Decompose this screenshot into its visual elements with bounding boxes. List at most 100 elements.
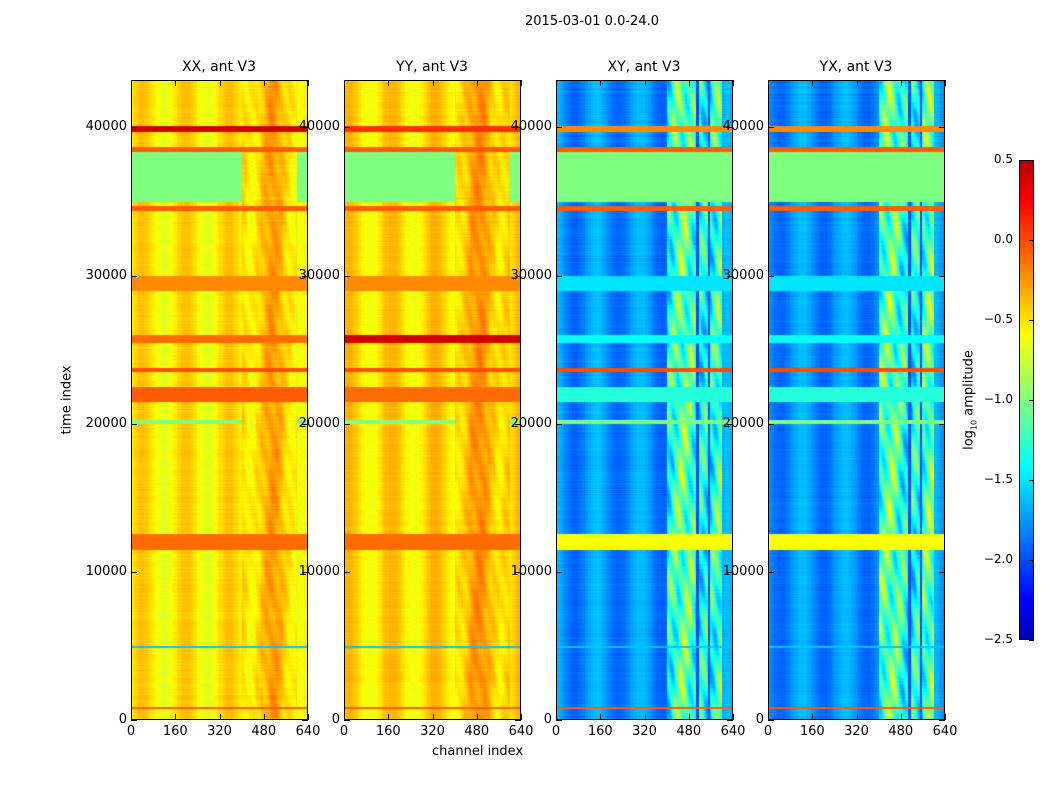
x-tick-mark [263, 80, 265, 86]
y-tick-mark [344, 275, 350, 277]
x-axis-label: channel index [432, 744, 524, 759]
x-tick-mark [476, 714, 478, 720]
y-tick-label: 30000 [722, 267, 764, 283]
y-tick-mark [556, 127, 562, 129]
panel-title: XX, ant V3 [182, 59, 256, 75]
colorbar-tick-mark [1029, 240, 1034, 241]
y-tick-label: 10000 [298, 563, 340, 579]
x-tick-label: 640 [508, 724, 534, 739]
x-tick-mark [688, 714, 690, 720]
heatmap-panel [768, 80, 945, 720]
y-tick-mark [768, 423, 774, 425]
x-tick-mark [556, 714, 557, 720]
y-tick-mark [344, 423, 350, 425]
x-tick-label: 320 [420, 724, 445, 739]
panel-title: XY, ant V3 [607, 59, 681, 75]
x-tick-mark [521, 714, 522, 720]
x-tick-mark [600, 80, 602, 86]
x-tick-mark [733, 80, 734, 86]
x-tick-label: 160 [799, 724, 825, 739]
y-tick-mark [727, 423, 733, 425]
x-tick-mark [733, 714, 734, 720]
y-tick-mark [727, 275, 733, 277]
x-tick-mark [688, 80, 690, 86]
y-tick-label: 20000 [722, 415, 764, 431]
y-tick-mark [768, 275, 774, 277]
x-tick-mark [856, 80, 858, 86]
x-tick-mark [432, 714, 434, 720]
y-tick-mark [768, 720, 774, 721]
y-tick-mark [344, 127, 350, 129]
x-tick-label: 160 [375, 724, 401, 739]
y-tick-label: 30000 [298, 267, 340, 283]
heatmap-image [556, 80, 733, 720]
y-tick-mark [768, 571, 774, 573]
colorbar-tick-mark [1029, 400, 1034, 401]
x-tick-mark [219, 80, 221, 86]
y-tick-mark [131, 423, 137, 425]
colorbar-tick-label: −2.0 [983, 552, 1013, 566]
colorbar-tick-mark [1029, 560, 1034, 561]
x-tick-mark [521, 80, 522, 86]
x-tick-mark [644, 80, 646, 86]
panel-title: YX, ant V3 [819, 59, 893, 75]
y-tick-mark [515, 720, 521, 721]
y-tick-mark [131, 571, 137, 573]
x-tick-mark [175, 714, 177, 720]
x-tick-mark [308, 80, 309, 86]
y-tick-label: 40000 [85, 119, 127, 135]
colorbar-tick-mark [1029, 480, 1034, 481]
heatmap-panel [556, 80, 733, 720]
x-tick-label: 0 [551, 724, 561, 739]
colorbar-tick-mark [1029, 160, 1034, 161]
x-tick-mark [945, 80, 946, 86]
x-tick-mark [263, 714, 265, 720]
x-tick-mark [900, 80, 902, 86]
x-tick-label: 480 [251, 724, 277, 739]
y-tick-mark [939, 423, 945, 425]
y-tick-mark [131, 127, 137, 129]
colorbar-tick-mark [1029, 320, 1034, 321]
y-tick-label: 40000 [298, 119, 340, 135]
heatmap-panel [344, 80, 521, 720]
suptitle: 2015-03-01 0.0-24.0 [525, 14, 659, 29]
x-tick-label: 160 [587, 724, 613, 739]
y-tick-label: 40000 [722, 119, 764, 135]
x-tick-mark [600, 714, 602, 720]
x-tick-mark [131, 80, 132, 86]
y-tick-mark [344, 571, 350, 573]
x-tick-label: 320 [632, 724, 657, 739]
y-tick-mark [131, 275, 137, 277]
y-tick-mark [302, 571, 308, 573]
x-tick-mark [812, 80, 814, 86]
heatmap-panel [131, 80, 308, 720]
x-tick-label: 480 [464, 724, 490, 739]
x-tick-mark [945, 714, 946, 720]
colorbar-tick-label: −1.0 [983, 392, 1013, 406]
y-tick-mark [768, 127, 774, 129]
heatmap-image [768, 80, 945, 720]
x-tick-label: 640 [720, 724, 746, 739]
x-tick-label: 320 [844, 724, 869, 739]
panel-title: YY, ant V3 [396, 59, 468, 75]
x-tick-label: 0 [763, 724, 773, 739]
x-tick-mark [900, 714, 902, 720]
y-axis-label: time index [59, 365, 75, 435]
x-tick-mark [344, 80, 345, 86]
y-tick-mark [556, 720, 562, 721]
x-tick-mark [175, 80, 177, 86]
y-tick-mark [515, 571, 521, 573]
colorbar-tick-mark [1029, 640, 1034, 641]
y-tick-label: 30000 [85, 267, 127, 283]
x-tick-mark [768, 714, 769, 720]
x-tick-mark [432, 80, 434, 86]
heatmap-image [344, 80, 521, 720]
y-tick-mark [727, 571, 733, 573]
y-tick-label: 10000 [722, 563, 764, 579]
x-tick-label: 480 [676, 724, 702, 739]
y-tick-label: 20000 [298, 415, 340, 431]
colorbar-label: log10 amplitude [961, 350, 979, 450]
colorbar-tick-label: −1.5 [983, 472, 1013, 486]
y-tick-mark [302, 423, 308, 425]
